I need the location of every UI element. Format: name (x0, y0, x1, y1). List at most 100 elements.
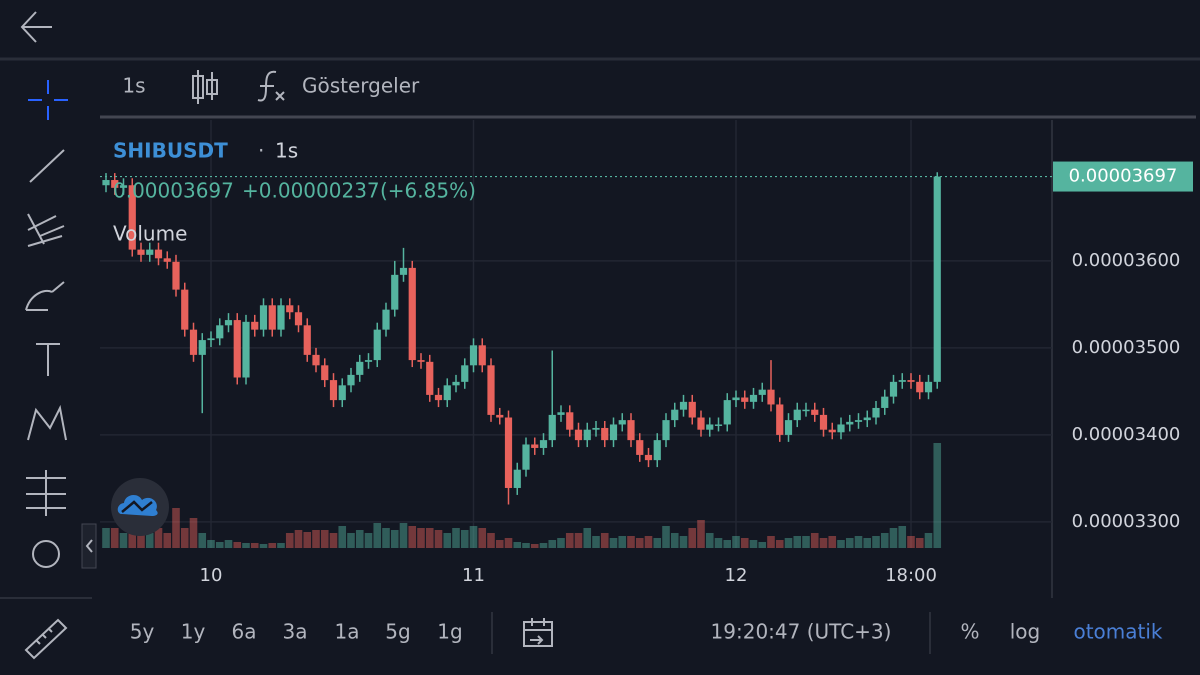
candle-body (198, 340, 206, 355)
clock[interactable]: 19:20:47 (UTC+3) (711, 620, 892, 644)
ruler-tool[interactable] (24, 618, 68, 660)
indicators-icon[interactable] (257, 70, 285, 102)
chart-type-button[interactable] (192, 70, 218, 104)
candle-body (574, 429, 583, 441)
volume-bar (469, 526, 478, 548)
candle-body (714, 424, 723, 426)
candle-body (609, 424, 618, 441)
candle-body (277, 305, 285, 330)
volume-bar (504, 538, 513, 548)
log-button[interactable]: log (1010, 620, 1041, 644)
collapse-button[interactable] (81, 523, 97, 569)
volume-bar (119, 533, 128, 548)
volume-bar (845, 538, 854, 548)
separator: · (258, 139, 264, 163)
candle-body (303, 325, 311, 355)
candle-body (268, 305, 276, 330)
volume-bar (172, 508, 180, 548)
volume-bar (154, 528, 163, 548)
volume-bar (653, 538, 662, 548)
candle-body (531, 444, 539, 448)
candle-body (749, 394, 758, 402)
candle-body (119, 185, 128, 188)
range-button[interactable]: 1g (437, 620, 462, 644)
measure-tool[interactable] (26, 470, 66, 516)
legend-last: 0.00003697 (113, 179, 234, 203)
candle-body (889, 381, 898, 397)
candle-body (583, 429, 591, 441)
drawing-toolbar (0, 80, 92, 660)
candle-body (706, 424, 714, 430)
volume-bar (863, 538, 872, 548)
range-button[interactable]: 1y (181, 620, 206, 644)
volume-bar (277, 543, 285, 548)
candle-body (933, 176, 941, 382)
interval-button[interactable]: 1s (122, 74, 145, 98)
range-button[interactable]: 5y (130, 620, 155, 644)
candle-body (898, 380, 906, 382)
candle-body (793, 409, 801, 421)
symbol[interactable]: SHIBUSDT (113, 139, 228, 163)
volume-bar (355, 530, 364, 548)
brush-tool[interactable] (25, 281, 65, 311)
candle-body (828, 429, 836, 433)
volume-bar (688, 528, 697, 548)
volume-bar (793, 536, 802, 548)
candle-body (776, 404, 784, 435)
volume-bar (408, 526, 417, 548)
crosshair-tool[interactable] (28, 80, 68, 120)
candle-body (924, 381, 933, 393)
candle-body (146, 249, 154, 255)
candle-body (478, 345, 486, 366)
auto-button[interactable]: otomatik (1073, 620, 1162, 644)
volume-bar (574, 533, 583, 548)
candle-body (671, 409, 679, 421)
x-tick-label: 10 (200, 565, 223, 586)
percent-button[interactable]: % (960, 620, 979, 644)
volume-bar (837, 540, 845, 548)
range-button[interactable]: 6a (232, 620, 257, 644)
range-button[interactable]: 3a (283, 620, 308, 644)
volume-bar (679, 536, 688, 548)
volume-bar (898, 526, 907, 548)
fib-tool[interactable] (27, 213, 65, 247)
emoji-tool[interactable] (32, 540, 60, 568)
range-button[interactable]: 1a (335, 620, 360, 644)
volume-bar (382, 528, 390, 548)
collapse-icon (85, 539, 93, 553)
volume-bar (259, 544, 268, 548)
volume-bar (478, 528, 487, 548)
candle-body (863, 417, 871, 421)
volume-bar (810, 533, 819, 548)
candle-body (426, 361, 434, 395)
volume-bar (434, 530, 443, 548)
volume-bar (915, 538, 924, 548)
volume-bar (548, 540, 557, 548)
candle-body (321, 365, 329, 381)
volume-bar (565, 533, 574, 548)
trend-line-tool[interactable] (29, 149, 65, 183)
range-button[interactable]: 5g (385, 620, 410, 644)
goto-date-button[interactable] (523, 618, 553, 647)
volume-bar (740, 538, 749, 548)
pattern-tool[interactable] (27, 404, 67, 441)
candle-body (539, 440, 548, 448)
volume-bar (819, 538, 828, 548)
volume-bar (285, 533, 294, 548)
volume-bar (425, 528, 434, 548)
floating-button[interactable] (111, 478, 169, 536)
indicators-button[interactable]: Göstergeler (302, 74, 420, 98)
text-tool[interactable] (36, 343, 60, 376)
candle-body (767, 389, 775, 405)
candle-body (784, 420, 793, 435)
candle-body (417, 360, 425, 362)
volume-bar (128, 528, 137, 548)
volume-bar (163, 533, 172, 548)
candle-body (504, 417, 513, 488)
candle-body (312, 354, 320, 366)
back-button[interactable] (20, 11, 52, 43)
candle-body (487, 365, 495, 415)
volume-bar (644, 536, 653, 548)
volume-bar (417, 528, 425, 548)
